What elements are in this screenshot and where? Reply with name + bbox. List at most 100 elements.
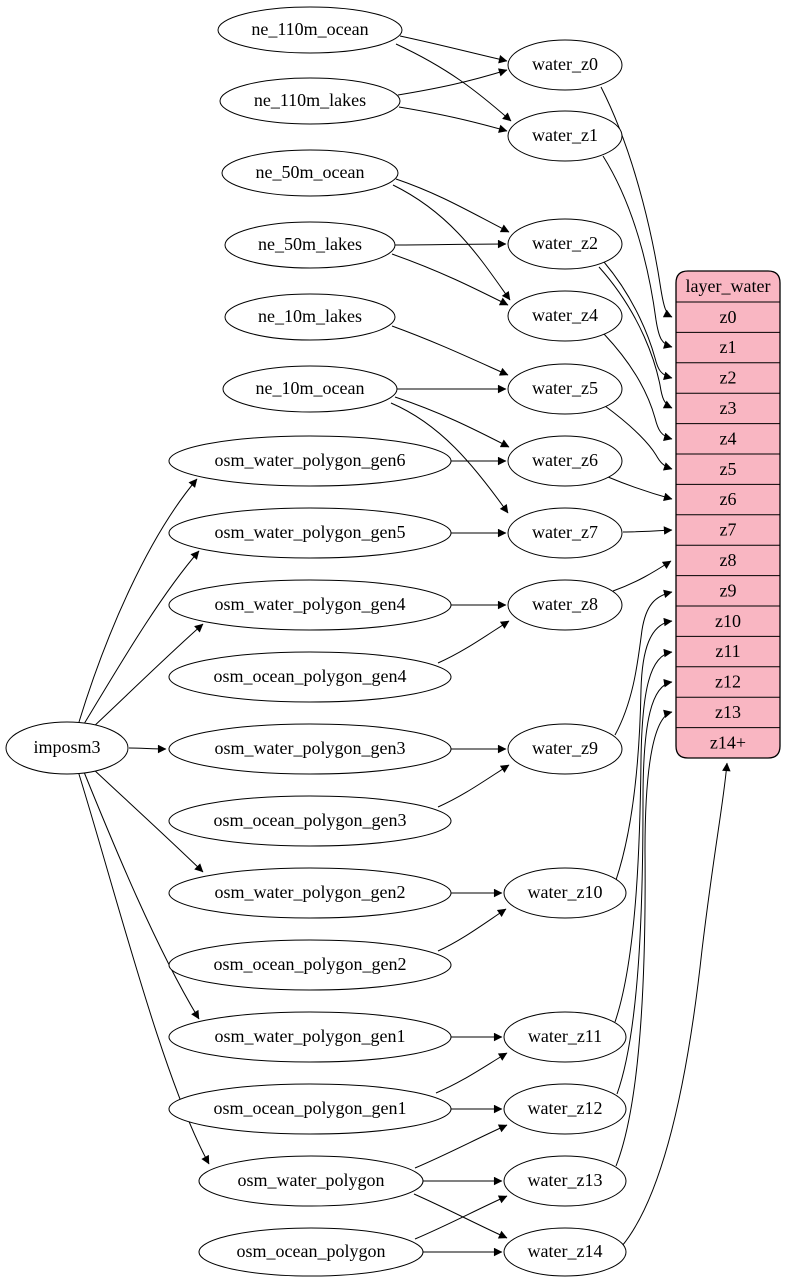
edge-ne_50m_ocean-to-water_z2: [395, 178, 510, 233]
node-label-water_z6: water_z6: [532, 450, 598, 470]
node-label-water_z8: water_z8: [532, 594, 598, 614]
node-shape-water_z12: [503, 1083, 627, 1135]
edge-imposm3-to-osm_water_polygon_gen4: [91, 623, 204, 729]
node-osm_water_polygon: osm_water_polygon: [198, 1155, 424, 1207]
node-label-water_z9: water_z9: [532, 738, 598, 758]
node-shape-osm_ocean_polygon_gen3: [168, 795, 452, 847]
node-water_z2: water_z2: [507, 218, 623, 270]
node-shape-osm_ocean_polygon_gen1: [168, 1083, 452, 1135]
node-shape-water_z10: [503, 867, 627, 919]
node-water_z0: water_z0: [507, 39, 623, 91]
node-osm_water_polygon_gen5: osm_water_polygon_gen5: [168, 507, 452, 559]
edge-water_z14-to-layer_water-z14+: [621, 762, 731, 1247]
record-row-z3: z3: [720, 398, 737, 418]
node-shape-water_z1: [507, 110, 623, 162]
node-shape-water_z7: [507, 507, 623, 559]
node-water_z14: water_z14: [503, 1227, 627, 1277]
node-shape-water_z14: [503, 1227, 627, 1277]
edge-water_z9-to-layer_water-z9: [614, 589, 673, 736]
node-water_z4: water_z4: [507, 290, 623, 342]
node-label-water_z1: water_z1: [532, 125, 598, 145]
edge-imposm3-to-osm_water_polygon_gen6: [78, 478, 198, 723]
edge-ne_110m_lakes-to-water_z1: [398, 106, 508, 133]
record-row-z4: z4: [720, 428, 737, 448]
edge-ne_110m_ocean-to-water_z1: [395, 43, 512, 122]
edge-osm_water_polygon-to-water_z12: [414, 1124, 508, 1169]
edge-ne_50m_lakes-to-water_z4: [391, 253, 509, 306]
edge-osm_ocean_polygon_gen4-to-water_z8: [437, 620, 510, 664]
record-row-z6: z6: [720, 489, 737, 509]
edge-water_z0-to-layer_water-z0: [600, 86, 673, 318]
edge-ne_110m_ocean-to-water_z0: [399, 35, 508, 64]
node-osm_water_polygon_gen6: osm_water_polygon_gen6: [168, 435, 452, 487]
node-shape-osm_water_polygon_gen5: [168, 507, 452, 559]
node-label-osm_water_polygon_gen5: osm_water_polygon_gen5: [215, 522, 406, 542]
node-label-imposm3: imposm3: [33, 737, 100, 757]
node-shape-osm_water_polygon_gen4: [168, 579, 452, 631]
node-ne_50m_ocean: ne_50m_ocean: [221, 149, 399, 197]
edge-ne_50m_lakes-to-water_z2: [394, 239, 507, 249]
record-row-z13: z13: [715, 702, 741, 722]
edge-water_z13-to-layer_water-z13: [615, 709, 673, 1167]
edge-imposm3-to-osm_water_polygon_gen5: [83, 550, 200, 725]
node-label-ne_110m_lakes: ne_110m_lakes: [254, 90, 366, 110]
node-shape-water_z2: [507, 218, 623, 270]
edge-water_z11-to-layer_water-z11: [614, 648, 673, 1023]
node-ne_50m_lakes: ne_50m_lakes: [224, 221, 396, 269]
node-label-ne_10m_ocean: ne_10m_ocean: [256, 378, 365, 398]
record-header: layer_water: [686, 276, 771, 296]
node-shape-ne_10m_lakes: [224, 293, 396, 341]
edges-layer: [77, 35, 731, 1257]
node-shape-water_z9: [507, 723, 623, 775]
edge-water_z7-to-layer_water-z7: [622, 526, 673, 535]
edge-osm_ocean_polygon_gen1-to-water_z11: [435, 1052, 508, 1094]
edge-imposm3-to-osm_water_polygon_gen1: [83, 771, 200, 1020]
node-osm_ocean_polygon_gen2: osm_ocean_polygon_gen2: [168, 939, 452, 991]
node-shape-water_z6: [507, 435, 623, 487]
node-shape-water_z4: [507, 290, 623, 342]
node-label-osm_water_polygon_gen1: osm_water_polygon_gen1: [215, 1026, 406, 1046]
node-ne_110m_ocean: ne_110m_ocean: [217, 6, 403, 54]
record-row-z11: z11: [715, 641, 740, 661]
node-shape-ne_110m_ocean: [217, 6, 403, 54]
node-shape-water_z13: [503, 1155, 627, 1207]
node-shape-osm_water_polygon: [198, 1155, 424, 1207]
node-water_z13: water_z13: [503, 1155, 627, 1207]
node-water_z5: water_z5: [507, 363, 623, 415]
edge-osm_water_polygon-to-water_z14: [413, 1193, 508, 1239]
node-label-water_z11: water_z11: [528, 1026, 602, 1046]
node-label-ne_10m_lakes: ne_10m_lakes: [258, 306, 362, 326]
record-row-z7: z7: [720, 520, 737, 540]
edge-imposm3-to-osm_water_polygon: [77, 770, 210, 1165]
record-row-z2: z2: [720, 368, 737, 388]
node-label-osm_water_polygon_gen2: osm_water_polygon_gen2: [215, 882, 406, 902]
edge-imposm3-to-osm_water_polygon_gen3: [128, 744, 167, 754]
edge-ne_110m_lakes-to-water_z0: [397, 68, 508, 96]
edge-water_z1-to-layer_water-z1: [602, 155, 673, 349]
node-label-water_z12: water_z12: [528, 1098, 603, 1118]
node-label-osm_water_polygon_gen4: osm_water_polygon_gen4: [215, 594, 406, 614]
edge-water_z4-to-layer_water-z4: [603, 333, 673, 441]
edge-water_z5-to-layer_water-z5: [604, 405, 673, 471]
node-label-osm_ocean_polygon_gen2: osm_ocean_polygon_gen2: [214, 954, 407, 974]
node-osm_ocean_polygon: osm_ocean_polygon: [198, 1227, 424, 1277]
node-water_z10: water_z10: [503, 867, 627, 919]
node-shape-water_z0: [507, 39, 623, 91]
record-row-z10: z10: [715, 611, 741, 631]
node-water_z7: water_z7: [507, 507, 623, 559]
node-imposm3: imposm3: [5, 721, 129, 775]
node-label-osm_ocean_polygon_gen4: osm_ocean_polygon_gen4: [214, 666, 407, 686]
node-shape-ne_10m_ocean: [222, 365, 398, 413]
edge-osm_ocean_polygon-to-water_z13: [414, 1195, 508, 1240]
node-label-ne_50m_ocean: ne_50m_ocean: [256, 162, 365, 182]
node-shape-osm_water_polygon_gen3: [168, 723, 452, 775]
node-water_z6: water_z6: [507, 435, 623, 487]
node-shape-osm_ocean_polygon_gen2: [168, 939, 452, 991]
node-shape-ne_50m_ocean: [221, 149, 399, 197]
nodes-layer: imposm3 ne_110m_ocean ne_110m_lakes ne_50m_…: [5, 6, 627, 1277]
node-shape-water_z11: [503, 1011, 627, 1063]
edge-osm_ocean_polygon_gen2-to-water_z10: [437, 908, 507, 952]
node-shape-osm_ocean_polygon_gen4: [168, 651, 452, 703]
edge-imposm3-to-osm_water_polygon_gen2: [91, 767, 204, 873]
